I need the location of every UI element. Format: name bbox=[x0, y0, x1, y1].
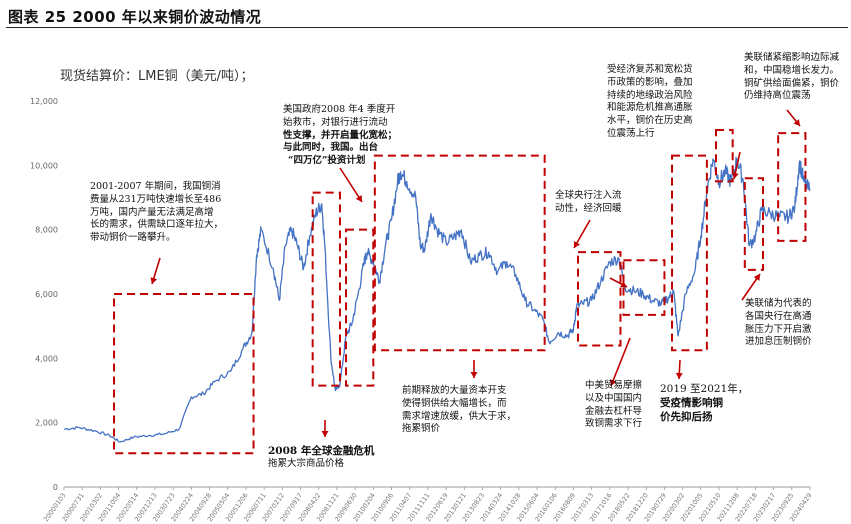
period-box bbox=[671, 154, 708, 352]
period-box bbox=[345, 228, 375, 387]
annotation-liquidity: 全球央行注入流 动性，经济回暖 bbox=[555, 190, 622, 214]
annotation-oversupply: 前期释放的大量资本开支 使得铜供给大幅增长，而 需求增速放缓，供大于求， 拖累铜价 bbox=[402, 385, 517, 435]
arrow-head bbox=[675, 372, 683, 379]
y-tick-label: 6,000 bbox=[35, 290, 58, 299]
annotation-2008-crisis: 2008 年全球金融危机 拖累大宗商品价格 bbox=[268, 445, 375, 470]
period-box bbox=[714, 128, 734, 183]
arrow-head bbox=[573, 241, 581, 248]
title-rule bbox=[6, 27, 848, 28]
pointer-arrow bbox=[610, 337, 631, 387]
arrow-head bbox=[753, 274, 760, 281]
period-box bbox=[311, 191, 341, 387]
axes: 02,0004,0006,0008,00010,00012,0002000010… bbox=[30, 97, 814, 523]
arrow-head bbox=[609, 379, 617, 386]
annotation-2001-2007: 2001-2007 年期间，我国铜消 费量从231万吨快速增长至486 万吨，国内… bbox=[90, 181, 224, 244]
arrow-head bbox=[620, 281, 627, 288]
period-box bbox=[373, 154, 546, 352]
pointer-arrow bbox=[339, 167, 363, 203]
figure-title: 图表 25 2000 年以来铜价波动情况 bbox=[8, 8, 262, 26]
annotation-boxes bbox=[113, 109, 807, 455]
y-tick-label: 0 bbox=[53, 483, 58, 492]
arrow-head bbox=[731, 172, 739, 179]
arrow-head bbox=[793, 119, 800, 126]
annotation-trade-war: 中美贸易摩擦 以及中国国内 金融去杠杆导 致铜需求下行 bbox=[585, 380, 643, 430]
period-box bbox=[113, 293, 255, 455]
y-tick-label: 8,000 bbox=[35, 226, 58, 235]
y-tick-label: 4,000 bbox=[35, 354, 58, 363]
annotation-recovery: 受经济复苏和宽松货 币政策的影响，叠加 持续的地缘政治风险 和能源危机推高通胀 水平… bbox=[607, 64, 693, 140]
annotation-rate-hikes: 美联储为代表的 各国央行在高通 胀压力下开启激 进加息压制铜价 bbox=[745, 298, 812, 348]
annotation-fed-easing: 美联储紧缩影响边际减 和，中国稳增长发力。 铜矿供给面偏紧，铜价 仍维持高位震荡 bbox=[744, 52, 840, 102]
period-box bbox=[577, 251, 622, 347]
y-tick-label: 10,000 bbox=[30, 161, 58, 170]
annotation-us-rescue: 美国政府2008 年4 季度开 始救市，对银行进行流动 性支撑，并开启量化宽松；与… bbox=[283, 104, 398, 167]
arrow-head bbox=[355, 195, 362, 202]
arrow-head bbox=[150, 277, 158, 284]
arrow-head bbox=[321, 431, 329, 437]
arrow-head bbox=[470, 372, 478, 378]
y-tick-label: 12,000 bbox=[30, 97, 58, 106]
chart-subtitle: 现货结算价：LME铜（美元/吨）； bbox=[60, 68, 254, 84]
annotation-covid: 2019 至2021年， 受疫情影响铜 价先抑后扬 bbox=[660, 383, 749, 424]
period-box bbox=[777, 132, 807, 242]
period-box bbox=[622, 259, 666, 316]
y-tick-label: 2,000 bbox=[35, 419, 58, 428]
period-box bbox=[743, 177, 764, 271]
